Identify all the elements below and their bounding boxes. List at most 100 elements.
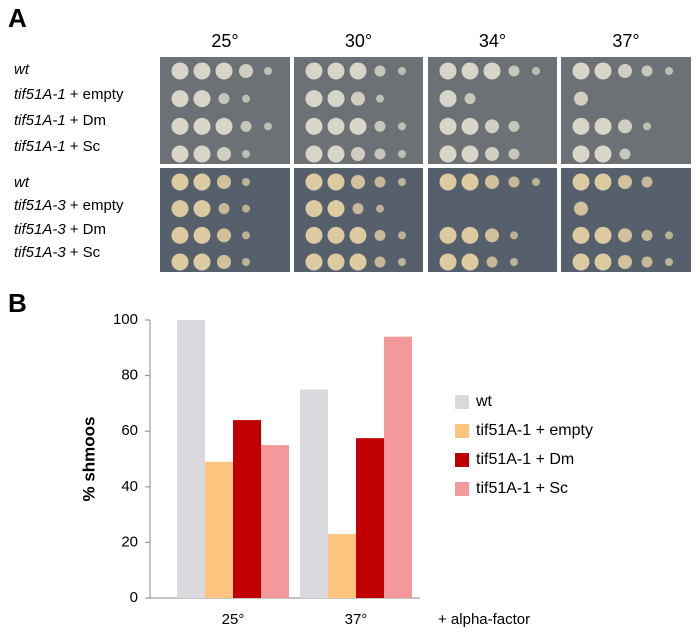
colony-spot — [264, 67, 272, 75]
colony-spot — [665, 258, 673, 266]
colony-spot — [594, 62, 612, 80]
colony-spot — [215, 117, 233, 135]
colony-spot — [218, 93, 230, 105]
colony-spot — [327, 200, 345, 218]
colony-spot — [327, 253, 345, 271]
colony-spot — [641, 176, 653, 188]
colony-spot — [572, 253, 590, 271]
colony-spot — [171, 62, 189, 80]
colony-spot — [349, 226, 367, 244]
row-label: tif51A-1 + Dm — [14, 112, 106, 129]
y-tick-label: 20 — [121, 533, 138, 550]
colony-spot — [461, 145, 479, 163]
temperature-label: 37° — [612, 31, 639, 51]
row-label: tif51A-3 + empty — [14, 197, 124, 214]
plates — [160, 57, 691, 272]
colony-spot — [327, 226, 345, 244]
colony-spot — [305, 173, 323, 191]
colony-spot — [217, 175, 231, 189]
legend-label: tif51A-1 + empty — [476, 422, 593, 439]
colony-spot — [374, 120, 386, 132]
colony-spot — [327, 117, 345, 135]
panel-label: B — [8, 288, 27, 318]
colony-spot — [572, 173, 590, 191]
colony-spot — [240, 120, 252, 132]
colony-spot — [171, 253, 189, 271]
colony-spot — [665, 67, 673, 75]
colony-spot — [193, 226, 211, 244]
colony-spot — [171, 200, 189, 218]
colony-spot — [217, 228, 231, 243]
colony-spot — [594, 173, 612, 191]
plasmid-name: + Dm — [70, 112, 106, 129]
y-tick-label: 0 — [130, 589, 138, 606]
colony-spot — [327, 62, 345, 80]
strain-name: tif51A-1 — [14, 112, 66, 129]
colony-spot — [305, 226, 323, 244]
colony-spot — [461, 117, 479, 135]
strain-name: wt — [14, 61, 30, 78]
colony-spot — [215, 62, 233, 80]
colony-spot — [439, 145, 457, 163]
colony-spot — [171, 226, 189, 244]
row-label: tif51A-1 + Sc — [14, 138, 101, 155]
colony-spot — [193, 62, 211, 80]
colony-spot — [618, 119, 632, 134]
plasmid-name: + empty — [70, 86, 124, 103]
legend-label: wt — [475, 393, 493, 410]
strain-name: tif51A-3 — [14, 244, 66, 261]
strain-name: wt — [14, 174, 30, 191]
colony-spot — [327, 173, 345, 191]
colony-spot — [618, 228, 632, 243]
colony-spot — [193, 117, 211, 135]
bar — [384, 336, 412, 598]
colony-spot — [374, 229, 386, 241]
colony-spot — [349, 253, 367, 271]
colony-spot — [574, 201, 588, 216]
colony-spot — [374, 176, 386, 188]
colony-spot — [618, 175, 632, 189]
colony-spot — [461, 226, 479, 244]
row-label: tif51A-3 + Dm — [14, 221, 106, 238]
colony-spot — [171, 173, 189, 191]
colony-spot — [485, 147, 499, 161]
colony-spot — [218, 203, 230, 215]
colony-spot — [641, 65, 653, 77]
colony-spot — [193, 145, 211, 163]
x-tick-label: 37° — [345, 611, 368, 628]
colony-spot — [508, 148, 520, 160]
colony-spot — [305, 253, 323, 271]
colony-spot — [510, 231, 518, 240]
colony-spot — [439, 90, 457, 108]
colony-spot — [351, 175, 365, 189]
legend-label: tif51A-1 + Sc — [476, 480, 568, 497]
temperature-label: 25° — [211, 31, 238, 51]
colony-spot — [508, 120, 520, 132]
row-label: wt — [14, 174, 30, 191]
colony-spot — [305, 145, 323, 163]
colony-spot — [376, 94, 384, 103]
colony-spot — [374, 65, 386, 77]
colony-spot — [305, 62, 323, 80]
colony-spot — [217, 147, 231, 161]
colony-spot — [193, 200, 211, 218]
colony-spot — [398, 231, 406, 240]
colony-spot — [483, 62, 501, 80]
colony-spot — [305, 90, 323, 108]
colony-spot — [461, 62, 479, 80]
colony-spot — [485, 175, 499, 189]
colony-spot — [171, 117, 189, 135]
colony-spot — [618, 64, 632, 78]
colony-spot — [171, 90, 189, 108]
colony-spot — [352, 203, 364, 215]
colony-spot — [532, 67, 540, 75]
temperature-label: 34° — [479, 31, 506, 51]
temperature-label: 30° — [345, 31, 372, 51]
colony-spot — [665, 231, 673, 240]
colony-spot — [594, 145, 612, 163]
colony-spot — [508, 65, 520, 77]
bar — [261, 445, 289, 598]
legend-swatch — [455, 453, 469, 467]
y-tick-label: 100 — [113, 311, 138, 328]
colony-spot — [485, 119, 499, 134]
